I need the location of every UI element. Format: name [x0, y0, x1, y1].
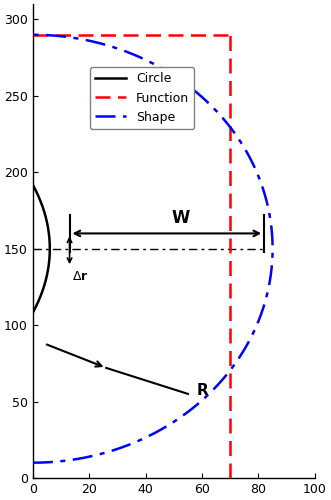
Text: $\Delta$r: $\Delta$r	[72, 270, 89, 283]
Legend: Circle, Function, Shape: Circle, Function, Shape	[90, 68, 194, 129]
Text: W: W	[172, 210, 190, 228]
Text: R: R	[197, 384, 208, 398]
